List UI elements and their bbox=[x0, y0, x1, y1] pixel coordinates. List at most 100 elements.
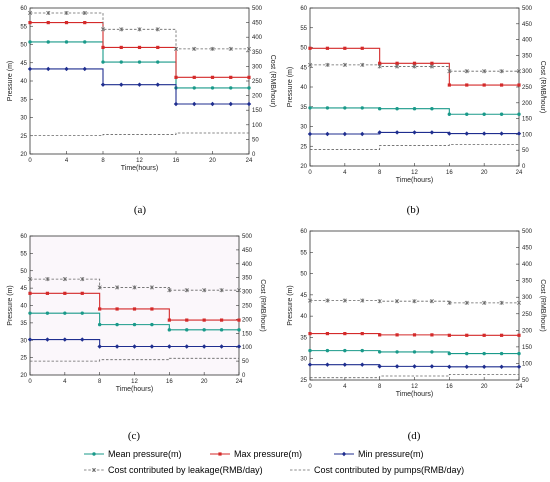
data-point bbox=[430, 61, 434, 65]
x-tick-label: 20 bbox=[481, 384, 488, 390]
data-point bbox=[27, 66, 33, 72]
y-left-tick-label: 20 bbox=[20, 373, 27, 379]
data-point bbox=[516, 300, 522, 305]
chart-panel: 0 4 8 12 16 20 24 20 25 30 35 40 45 50 55 60 0 50 100 150 20… bbox=[7, 6, 276, 216]
data-point bbox=[83, 21, 87, 25]
data-point bbox=[173, 101, 179, 107]
y-left-tick-label: 60 bbox=[300, 229, 307, 235]
data-point bbox=[360, 298, 365, 303]
y-left-tick-label: 55 bbox=[20, 24, 27, 30]
y-left-tick-label: 30 bbox=[20, 116, 27, 122]
data-point bbox=[325, 298, 330, 303]
data-point bbox=[377, 130, 382, 135]
data-point bbox=[342, 362, 348, 367]
data-point bbox=[64, 21, 69, 25]
data-point bbox=[360, 106, 364, 110]
y-left-tick-label: 25 bbox=[300, 378, 307, 384]
data-point bbox=[27, 10, 33, 16]
y-left-tick-label: 30 bbox=[300, 125, 307, 131]
data-point bbox=[62, 277, 67, 282]
x-tick-label: 8 bbox=[98, 379, 102, 385]
y-right-tick-label: 150 bbox=[242, 331, 253, 337]
x-tick-label: 8 bbox=[378, 384, 382, 390]
data-point bbox=[27, 337, 33, 342]
y-left-tick-label: 30 bbox=[300, 357, 307, 363]
data-point bbox=[184, 288, 189, 293]
data-point bbox=[395, 299, 400, 304]
data-point bbox=[412, 61, 417, 65]
x-tick-label: 4 bbox=[65, 158, 69, 164]
y-right-tick-label: 250 bbox=[252, 79, 263, 85]
data-point bbox=[192, 101, 197, 107]
chart-panel: 0 4 8 12 16 20 24 20 25 30 35 40 45 50 55 60 0 50 100 150 20… bbox=[7, 234, 266, 442]
legend-item: Max pressure(m) bbox=[210, 449, 302, 459]
y-right-tick-label: 350 bbox=[522, 53, 533, 59]
data-point bbox=[80, 291, 84, 295]
data-point bbox=[119, 82, 124, 87]
x-tick-label: 24 bbox=[516, 170, 523, 176]
data-point bbox=[447, 300, 452, 305]
y-right-tick-label: 200 bbox=[242, 317, 253, 323]
data-point bbox=[308, 106, 312, 110]
x-tick-label: 12 bbox=[411, 170, 418, 176]
data-point bbox=[517, 351, 521, 356]
data-point bbox=[132, 285, 137, 290]
y-left-tick-label: 60 bbox=[20, 234, 27, 240]
data-point bbox=[247, 75, 251, 79]
data-point bbox=[464, 364, 469, 370]
data-point bbox=[360, 46, 364, 50]
y-left-tick-label: 45 bbox=[20, 61, 27, 67]
data-point bbox=[360, 362, 365, 367]
legend-item: Mean pressure(m) bbox=[84, 449, 182, 459]
y-right-tick-label: 50 bbox=[522, 378, 529, 384]
data-point bbox=[360, 131, 365, 137]
data-point bbox=[377, 299, 382, 304]
data-point bbox=[28, 40, 32, 44]
y-left-tick-label: 50 bbox=[20, 43, 27, 49]
data-point bbox=[307, 298, 313, 303]
x-axis-label: Time(hours) bbox=[396, 391, 433, 398]
y-right-tick-label: 350 bbox=[242, 276, 253, 282]
data-point bbox=[377, 350, 382, 354]
y-right-tick-label: 250 bbox=[522, 312, 533, 318]
data-point bbox=[210, 86, 215, 90]
x-axis-label: Time(hours) bbox=[116, 386, 153, 393]
data-point bbox=[325, 348, 330, 353]
y-right-tick-label: 100 bbox=[252, 123, 263, 129]
x-tick-label: 4 bbox=[343, 384, 347, 390]
y-left-tick-label: 40 bbox=[20, 304, 27, 310]
data-point bbox=[429, 130, 435, 135]
y-right-tick-label: 150 bbox=[252, 108, 263, 114]
y-right-tick-label: 50 bbox=[252, 137, 259, 143]
data-point bbox=[246, 46, 252, 51]
data-point bbox=[137, 82, 142, 87]
data-point bbox=[465, 333, 469, 337]
data-point bbox=[342, 298, 347, 303]
y-right-tick-label: 500 bbox=[252, 6, 263, 12]
data-point bbox=[377, 64, 382, 69]
y-right-tick-label: 450 bbox=[522, 246, 533, 252]
data-point bbox=[167, 318, 171, 322]
data-point bbox=[481, 131, 487, 136]
data-point bbox=[202, 328, 206, 332]
data-point bbox=[46, 66, 51, 72]
data-point bbox=[394, 130, 400, 135]
data-point bbox=[430, 350, 434, 354]
data-point bbox=[64, 40, 69, 44]
y-right-tick-label: 400 bbox=[242, 262, 253, 268]
data-point bbox=[46, 21, 50, 25]
data-point bbox=[517, 333, 521, 337]
panel-label: (b) bbox=[407, 204, 420, 216]
legend-marker bbox=[218, 452, 222, 456]
y-right-tick-label: 350 bbox=[252, 50, 263, 56]
data-point bbox=[308, 331, 312, 336]
data-point bbox=[499, 69, 504, 74]
data-point bbox=[28, 311, 32, 315]
data-point bbox=[167, 288, 172, 293]
data-point bbox=[192, 86, 196, 90]
x-tick-label: 16 bbox=[166, 379, 173, 385]
y-right-tick-label: 100 bbox=[522, 132, 533, 138]
data-point bbox=[499, 112, 504, 116]
data-point bbox=[149, 285, 154, 290]
panel-label: (a) bbox=[134, 204, 147, 216]
